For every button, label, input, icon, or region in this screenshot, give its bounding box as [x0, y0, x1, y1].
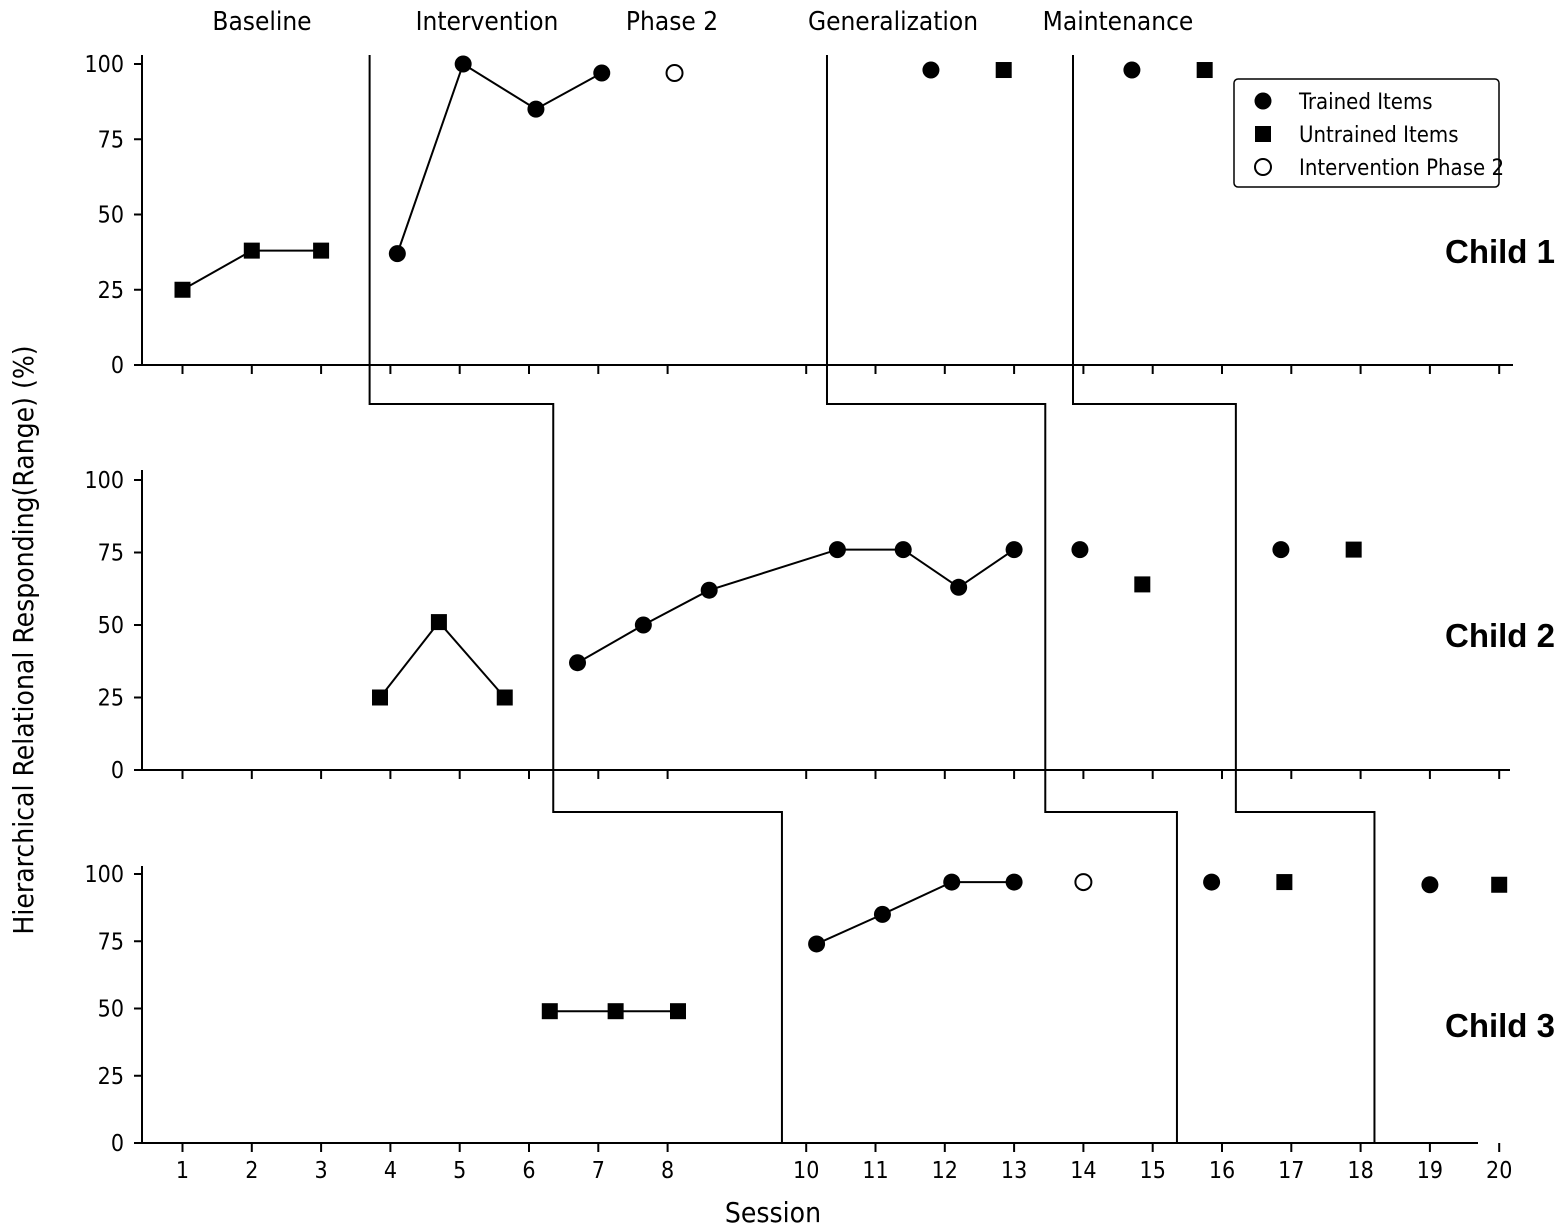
phase-label: Generalization — [808, 7, 978, 37]
x-tick-label: 8 — [661, 1158, 674, 1184]
trained-item-point — [943, 873, 961, 891]
trained-item-point — [388, 245, 406, 263]
phase-label: Phase 2 — [626, 7, 718, 37]
phase-label: Maintenance — [1043, 7, 1194, 37]
phase-change-line — [368, 55, 783, 1143]
untrained-item-point — [607, 1003, 624, 1020]
x-tick-label: 6 — [522, 1158, 535, 1184]
y-tick-label: 75 — [98, 541, 124, 567]
x-tick-label: 20 — [1486, 1158, 1512, 1184]
x-tick-label: 5 — [453, 1158, 466, 1184]
x-tick-label: 3 — [315, 1158, 328, 1184]
trained-item-point — [569, 654, 587, 672]
y-tick-label: 100 — [85, 468, 125, 494]
x-tick-label: 19 — [1417, 1158, 1443, 1184]
y-tick-label: 50 — [98, 613, 124, 639]
x-tick-label: 15 — [1140, 1158, 1166, 1184]
x-tick-label: 13 — [1001, 1158, 1027, 1184]
phase-change-line — [1072, 55, 1376, 1143]
x-tick-label: 1 — [176, 1158, 189, 1184]
untrained-item-point — [1276, 874, 1293, 891]
y-tick-label: 0 — [111, 758, 124, 784]
trained-item-point — [1123, 61, 1141, 79]
x-tick-label: 14 — [1070, 1158, 1096, 1184]
y-tick-label: 100 — [85, 862, 125, 888]
legend-open-circle-icon — [1254, 158, 1272, 176]
y-tick-label: 50 — [98, 997, 124, 1023]
x-tick-label: 10 — [793, 1158, 819, 1184]
phase-label: Baseline — [212, 7, 311, 37]
untrained-item-point — [995, 62, 1012, 79]
legend-box — [1233, 78, 1500, 188]
trained-item-point — [873, 905, 891, 923]
trained-item-point — [950, 578, 968, 596]
x-tick-label: 18 — [1347, 1158, 1373, 1184]
series-line — [379, 620, 506, 699]
y-tick-label: 25 — [98, 1064, 124, 1090]
untrained-item-point — [243, 242, 260, 259]
y-tick-label: 75 — [98, 127, 124, 153]
y-tick-label: 25 — [98, 686, 124, 712]
y-tick-label: 100 — [85, 52, 125, 78]
x-tick-label: 2 — [245, 1158, 258, 1184]
y-tick-label: 25 — [98, 278, 124, 304]
trained-item-point — [454, 55, 472, 73]
x-tick-label: 7 — [592, 1158, 605, 1184]
series-line — [816, 881, 1015, 945]
y-tick-label: 0 — [111, 1131, 124, 1157]
y-tick-label: 50 — [98, 203, 124, 229]
trained-item-point — [894, 541, 912, 559]
untrained-item-point — [313, 242, 330, 259]
untrained-item-point — [430, 614, 447, 631]
untrained-item-point — [1491, 876, 1508, 893]
x-tick-label: 12 — [932, 1158, 958, 1184]
trained-item-point — [1421, 876, 1439, 894]
legend-label: Intervention Phase 2 — [1299, 156, 1504, 181]
untrained-item-point — [669, 1003, 686, 1020]
trained-item-point — [1272, 541, 1290, 559]
y-tick-label: 0 — [111, 353, 124, 379]
trained-item-point — [700, 581, 718, 599]
trained-item-point — [1005, 541, 1023, 559]
x-axis-title: Session — [725, 1196, 821, 1229]
phase-change-line — [825, 55, 1178, 1143]
untrained-item-point — [372, 689, 389, 706]
panel-label-3: Child 3 — [1445, 1007, 1555, 1044]
untrained-item-point — [541, 1003, 558, 1020]
x-tick-label: 4 — [384, 1158, 397, 1184]
legend-label: Trained Items — [1298, 90, 1433, 115]
untrained-item-point — [1196, 62, 1213, 79]
x-tick-label: 16 — [1209, 1158, 1235, 1184]
untrained-item-point — [496, 689, 513, 706]
intervention-phase2-point — [1074, 873, 1093, 892]
legend-circle-icon — [1254, 92, 1272, 110]
x-tick-label: 17 — [1278, 1158, 1304, 1184]
phase-label: Intervention — [416, 7, 559, 37]
untrained-item-point — [174, 281, 191, 298]
panel-label-2: Child 2 — [1445, 617, 1555, 654]
trained-item-point — [828, 541, 846, 559]
legend-square-icon — [1255, 126, 1271, 142]
series-line — [577, 548, 1015, 664]
trained-item-point — [808, 935, 826, 953]
trained-item-point — [593, 64, 611, 82]
series-line — [396, 62, 603, 254]
untrained-item-point — [1345, 541, 1362, 558]
trained-item-point — [922, 61, 940, 79]
trained-item-point — [1071, 541, 1089, 559]
legend-label: Untrained Items — [1299, 123, 1459, 148]
trained-item-point — [634, 616, 652, 634]
panel-label-1: Child 1 — [1445, 233, 1555, 270]
trained-item-point — [1203, 873, 1221, 891]
trained-item-point — [527, 100, 545, 118]
untrained-item-point — [1134, 576, 1151, 593]
x-tick-label: 11 — [862, 1158, 888, 1184]
intervention-phase2-point — [665, 64, 684, 83]
trained-item-point — [1005, 873, 1023, 891]
y-tick-label: 75 — [98, 929, 124, 955]
y-axis-title: Hierarchical Relational Responding(Range… — [7, 345, 40, 934]
